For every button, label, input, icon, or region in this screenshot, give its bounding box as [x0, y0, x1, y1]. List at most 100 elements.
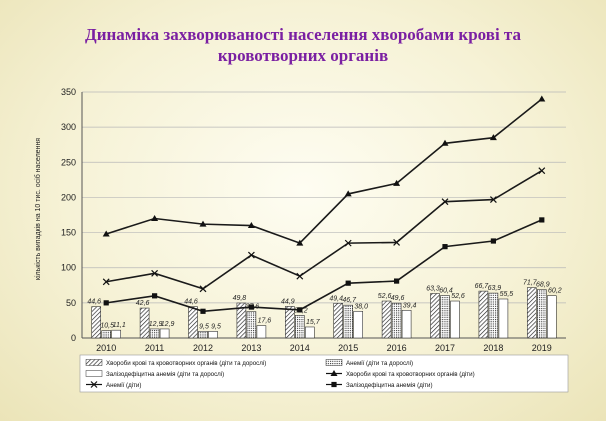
bar — [111, 329, 121, 339]
bar-data-label: 71,7 — [523, 280, 538, 287]
bar-data-label: 49,8 — [233, 295, 247, 302]
bar — [256, 325, 267, 339]
bar-data-label: 44,6 — [87, 299, 101, 306]
bar — [159, 328, 170, 339]
y-tick-label: 350 — [61, 87, 76, 97]
bar-data-label: 60,4 — [439, 288, 453, 295]
series-line — [105, 98, 543, 245]
bar — [294, 315, 305, 339]
bar-data-label: 12,9 — [161, 321, 175, 328]
legend-label: Залізодефіцитна анемія (діти та дорослі) — [106, 371, 224, 378]
y-tick-label: 200 — [61, 192, 76, 202]
bar-data-label: 38,0 — [354, 303, 368, 310]
bar — [450, 300, 460, 339]
y-axis-label: кількість випадків на 10 тис. осіб насел… — [34, 138, 42, 280]
chart-title: Динаміка захворюваності населення хвороб… — [0, 24, 606, 66]
x-tick-label: 2012 — [193, 343, 213, 353]
bar — [343, 304, 354, 339]
line-point-x — [489, 196, 497, 203]
bar-data-label: 52,6 — [451, 293, 465, 300]
bar-data-label: 12,9 — [149, 321, 163, 328]
line-point-x — [199, 285, 207, 293]
bar-data-label: 66,7 — [475, 283, 490, 290]
line-point-x — [151, 269, 159, 277]
bar — [139, 307, 150, 339]
y-tick-label: 0 — [71, 333, 76, 343]
bar-data-label: 49,6 — [391, 295, 405, 302]
x-tick-label: 2010 — [96, 343, 116, 353]
line-point-square — [490, 238, 496, 244]
bar — [381, 300, 392, 339]
legend-swatch — [326, 370, 342, 376]
line-point-x — [296, 272, 304, 280]
bar — [536, 289, 547, 339]
bar — [333, 302, 344, 339]
legend-label: Хвороби крові та кровотворних органів (д… — [106, 360, 266, 367]
series-line — [106, 219, 543, 313]
line-point-triangle — [199, 220, 207, 227]
bar — [401, 310, 412, 339]
bar-data-label: 15,7 — [306, 319, 321, 326]
legend-label: Анемії (діти та дорослі) — [346, 360, 413, 367]
bar — [198, 331, 208, 339]
x-tick-label: 2019 — [532, 343, 552, 353]
bar-data-label: 60,2 — [548, 288, 562, 295]
line-series — [102, 95, 546, 246]
bar — [101, 330, 111, 339]
line-point-x — [90, 381, 98, 388]
bar — [391, 302, 402, 339]
line-point-square — [345, 280, 351, 286]
bar-data-label: 42,6 — [136, 300, 150, 307]
bar-data-label: 44,6 — [184, 299, 198, 306]
bar — [498, 298, 509, 339]
x-tick-label: 2017 — [435, 343, 455, 353]
line-series — [102, 167, 546, 293]
x-tick-label: 2013 — [241, 343, 261, 353]
bar — [91, 306, 101, 339]
bar — [440, 295, 450, 339]
bar — [526, 287, 537, 339]
y-tick-label: 50 — [66, 298, 76, 308]
bar-data-label: 11,1 — [113, 322, 126, 329]
line-point-triangle — [393, 179, 401, 186]
bar — [284, 306, 295, 339]
bar-data-label: 49,4 — [329, 295, 343, 302]
line-point-triangle — [441, 139, 449, 146]
bar — [236, 302, 247, 339]
line-point-x — [538, 167, 546, 175]
bar — [430, 293, 440, 339]
chart-title-line-2: кровотворних органів — [217, 46, 389, 65]
legend-swatch — [325, 359, 343, 366]
line-point-square — [152, 293, 158, 299]
bar-data-label: 52,6 — [378, 293, 392, 300]
bar-data-label: 63,9 — [488, 285, 502, 292]
legend-swatch — [85, 370, 103, 377]
chart-title-line-1: Динаміка захворюваності населення хвороб… — [85, 25, 521, 44]
x-tick-label: 2016 — [387, 343, 407, 353]
legend-swatch — [86, 381, 102, 388]
bar — [149, 328, 160, 339]
bar — [488, 292, 499, 339]
legend — [79, 354, 569, 393]
y-tick-label: 100 — [61, 263, 76, 273]
line-point-square — [297, 307, 303, 313]
line-point-square — [103, 300, 109, 306]
line-point-triangle — [151, 215, 159, 222]
line-point-triangle — [247, 222, 255, 229]
line-point-triangle — [102, 230, 110, 237]
x-tick-label: 2014 — [290, 343, 310, 353]
bar — [546, 295, 557, 339]
legend-swatch — [326, 381, 342, 388]
bar — [246, 311, 257, 339]
line-point-x — [441, 198, 449, 206]
bar — [478, 290, 489, 339]
y-tick-label: 300 — [61, 122, 76, 132]
bar — [304, 326, 315, 339]
line-point-x — [102, 278, 110, 286]
bar — [208, 331, 218, 339]
bar — [353, 310, 364, 339]
bar-data-label: 17,6 — [258, 318, 272, 325]
line-point-triangle — [296, 239, 304, 246]
bar-data-label: 68,9 — [536, 282, 550, 289]
